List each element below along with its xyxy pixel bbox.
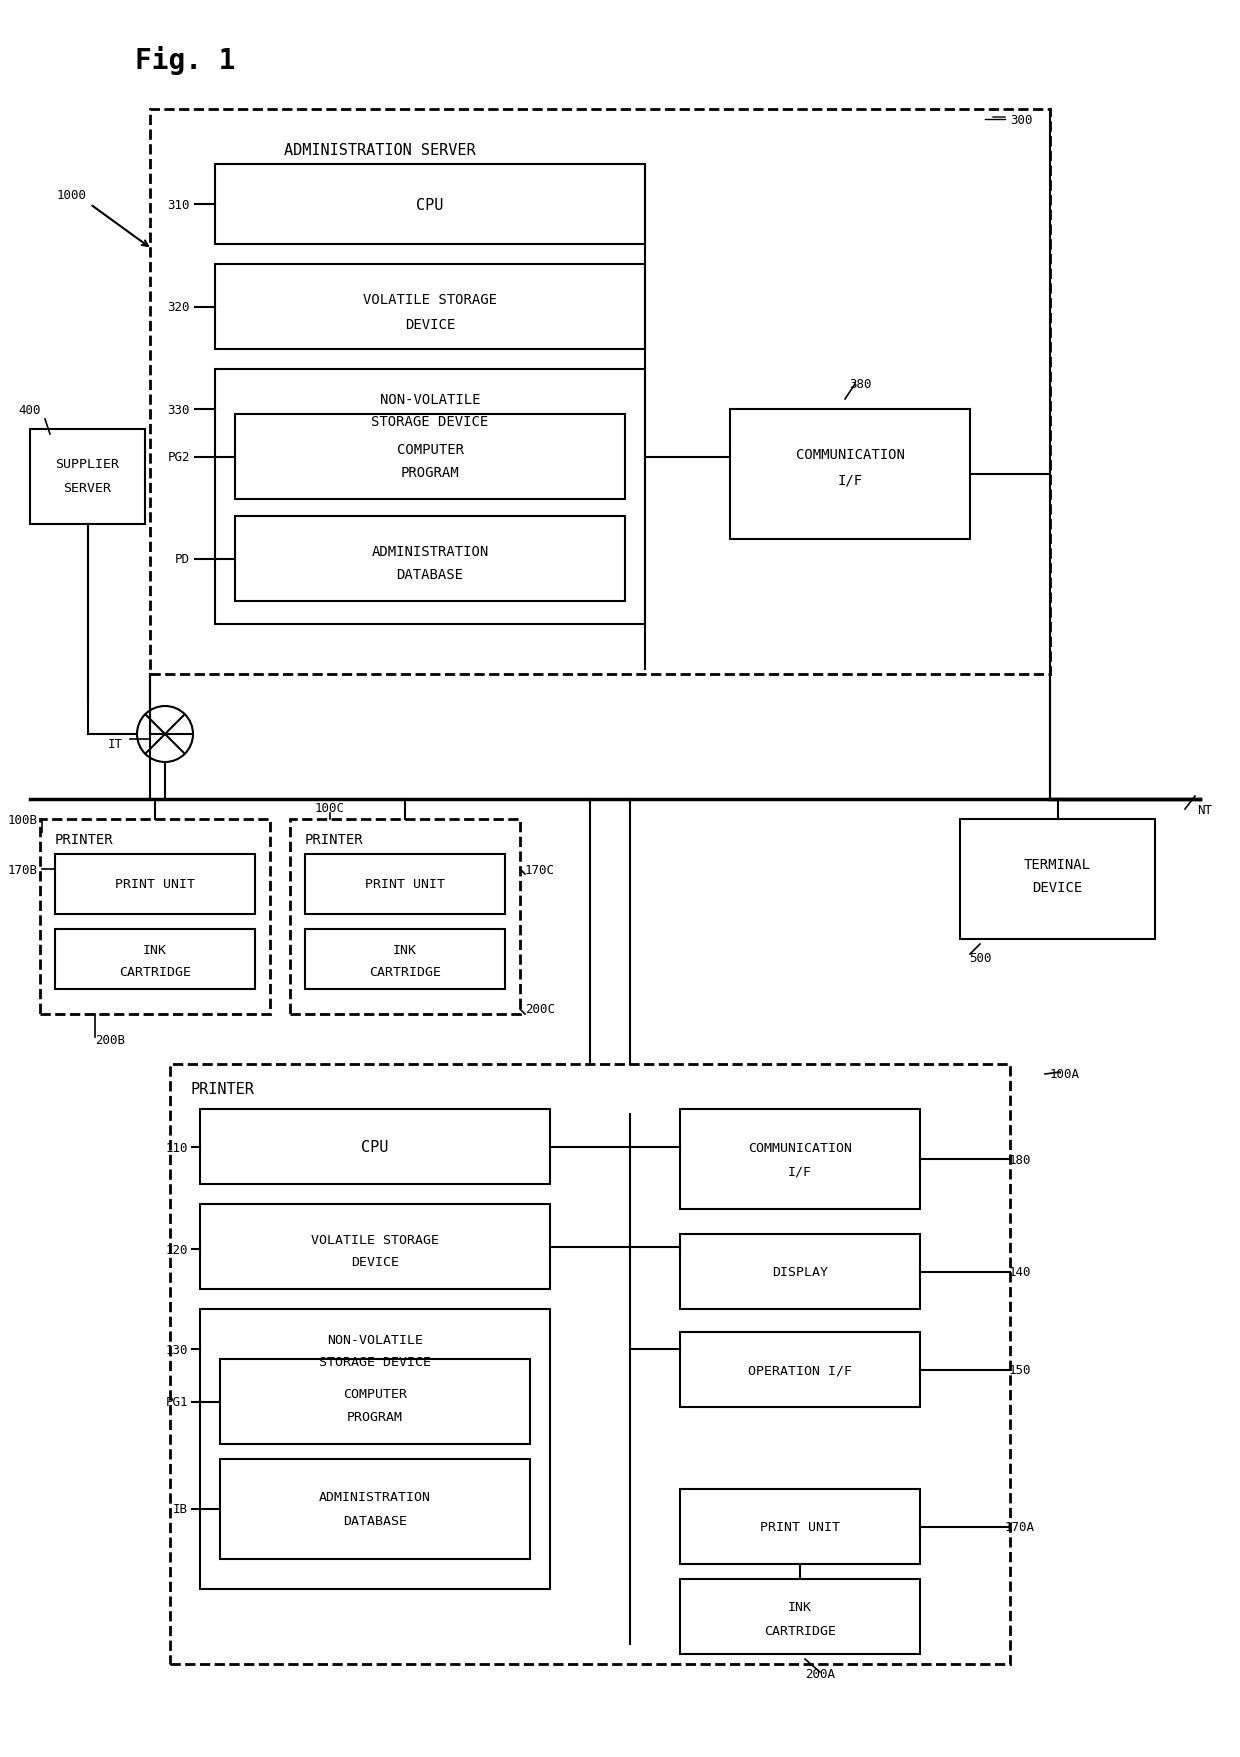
Text: 150: 150 (1009, 1363, 1032, 1376)
Text: 130: 130 (165, 1342, 188, 1356)
Bar (55, 854, 255, 914)
Text: PG1: PG1 (165, 1395, 188, 1407)
Text: SERVER: SERVER (63, 481, 112, 494)
Text: CARTRIDGE: CARTRIDGE (764, 1625, 836, 1638)
Text: NON-VOLATILE: NON-VOLATILE (379, 394, 480, 408)
Bar (236, 517, 625, 601)
Text: COMMUNICATION: COMMUNICATION (796, 448, 904, 462)
Text: PRINT UNIT: PRINT UNIT (115, 878, 195, 891)
Text: CPU: CPU (417, 197, 444, 213)
Bar (680, 1109, 920, 1209)
Text: 1000: 1000 (57, 188, 87, 202)
Bar (730, 409, 970, 539)
Bar (305, 854, 505, 914)
Text: INK: INK (143, 944, 167, 956)
Text: Fig. 1: Fig. 1 (135, 46, 236, 74)
Text: COMPUTER: COMPUTER (397, 443, 464, 457)
Bar (215, 165, 645, 244)
Text: SUPPLIER: SUPPLIER (56, 459, 119, 471)
Text: 180: 180 (1009, 1153, 1032, 1167)
Text: 120: 120 (165, 1242, 188, 1256)
Bar (680, 1580, 920, 1653)
Text: NON-VOLATILE: NON-VOLATILE (327, 1334, 423, 1346)
Text: 140: 140 (1009, 1265, 1032, 1279)
Bar (960, 819, 1154, 940)
Bar (40, 819, 270, 1014)
Text: STORAGE DEVICE: STORAGE DEVICE (371, 415, 489, 429)
Text: 170C: 170C (525, 863, 556, 877)
Text: VOLATILE STORAGE: VOLATILE STORAGE (363, 293, 497, 307)
Text: PRINTER: PRINTER (305, 833, 363, 847)
Bar (215, 369, 645, 625)
Bar (236, 415, 625, 499)
Bar (219, 1360, 529, 1444)
Bar (680, 1490, 920, 1564)
Bar (150, 111, 1050, 675)
Text: IB: IB (174, 1502, 188, 1516)
Text: DISPLAY: DISPLAY (773, 1265, 828, 1279)
Bar (219, 1458, 529, 1558)
Text: DEVICE: DEVICE (351, 1256, 399, 1269)
Text: DATABASE: DATABASE (343, 1515, 407, 1527)
Text: 320: 320 (167, 300, 190, 315)
Bar (200, 1204, 551, 1290)
Text: INK: INK (393, 944, 417, 956)
Text: PROGRAM: PROGRAM (401, 466, 459, 480)
Bar (680, 1332, 920, 1407)
Text: 380: 380 (848, 378, 872, 392)
Text: ADMINISTRATION: ADMINISTRATION (319, 1490, 432, 1504)
Text: 100C: 100C (315, 801, 345, 813)
Bar (680, 1235, 920, 1309)
Text: 400: 400 (19, 404, 41, 416)
Text: 300: 300 (1011, 114, 1033, 127)
Text: DEVICE: DEVICE (1033, 880, 1083, 894)
Text: ADMINISTRATION SERVER: ADMINISTRATION SERVER (284, 142, 476, 158)
Text: ADMINISTRATION: ADMINISTRATION (371, 545, 489, 559)
Text: PRINTER: PRINTER (190, 1082, 254, 1096)
Text: IT: IT (108, 738, 123, 750)
Text: DEVICE: DEVICE (405, 318, 455, 332)
Text: OPERATION I/F: OPERATION I/F (748, 1363, 852, 1377)
Bar (170, 1065, 1011, 1664)
Text: PRINTER: PRINTER (55, 833, 114, 847)
Bar (200, 1309, 551, 1588)
Text: COMMUNICATION: COMMUNICATION (748, 1140, 852, 1154)
Text: CARTRIDGE: CARTRIDGE (370, 966, 441, 979)
Bar (305, 929, 505, 989)
Text: 170A: 170A (1004, 1520, 1035, 1534)
Bar (55, 929, 255, 989)
Text: PROGRAM: PROGRAM (347, 1411, 403, 1423)
Text: 200B: 200B (95, 1033, 125, 1045)
Bar (290, 819, 520, 1014)
Text: VOLATILE STORAGE: VOLATILE STORAGE (311, 1233, 439, 1246)
Text: PD: PD (175, 553, 190, 566)
Text: INK: INK (787, 1601, 812, 1613)
Text: DATABASE: DATABASE (397, 568, 464, 582)
Text: CARTRIDGE: CARTRIDGE (119, 966, 191, 979)
Text: 100A: 100A (1050, 1068, 1080, 1081)
Text: I/F: I/F (787, 1165, 812, 1177)
Text: 110: 110 (165, 1140, 188, 1154)
Bar (200, 1109, 551, 1184)
Text: TERMINAL: TERMINAL (1024, 857, 1091, 871)
Text: 100B: 100B (7, 813, 38, 826)
Text: PRINT UNIT: PRINT UNIT (760, 1520, 839, 1534)
Text: PRINT UNIT: PRINT UNIT (365, 878, 445, 891)
Text: 200A: 200A (805, 1667, 835, 1680)
Text: CPU: CPU (361, 1140, 388, 1154)
Text: STORAGE DEVICE: STORAGE DEVICE (319, 1355, 432, 1367)
Bar (215, 265, 645, 350)
Bar (30, 430, 145, 525)
Text: NT: NT (1198, 803, 1213, 815)
Text: COMPUTER: COMPUTER (343, 1388, 407, 1400)
Text: 500: 500 (968, 951, 991, 965)
Text: 310: 310 (167, 199, 190, 211)
Text: I/F: I/F (837, 473, 863, 487)
Text: 330: 330 (167, 404, 190, 416)
Text: PG2: PG2 (167, 452, 190, 464)
Text: 200C: 200C (525, 1003, 556, 1016)
Text: 170B: 170B (7, 863, 38, 877)
